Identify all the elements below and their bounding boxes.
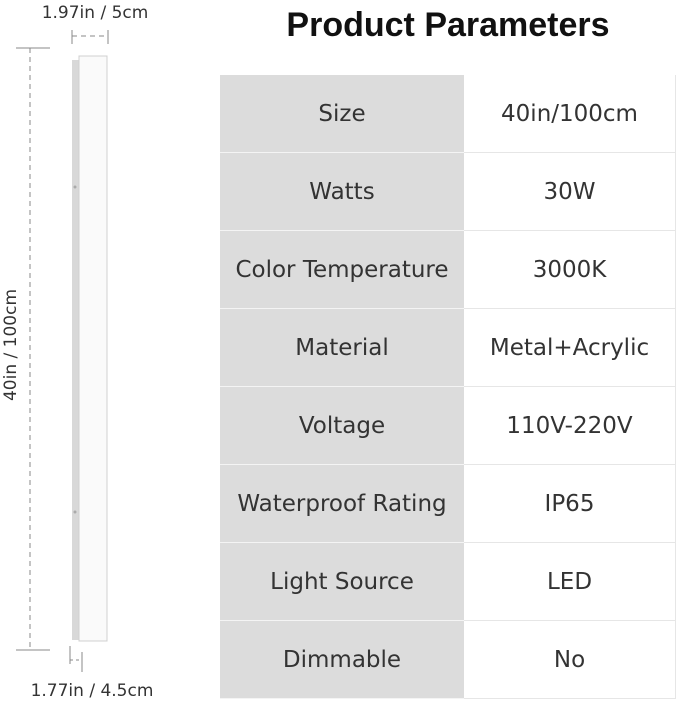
lamp-body: [78, 55, 108, 642]
parameter-name: Voltage: [220, 386, 464, 465]
parameter-value: LED: [464, 542, 676, 621]
parameter-row: Dimmable No: [220, 620, 676, 699]
parameter-value: 3000K: [464, 230, 676, 309]
parameter-row: Material Metal+Acrylic: [220, 308, 676, 387]
width-top-label: 1.97in / 5cm: [42, 3, 149, 23]
parameter-row: Light Source LED: [220, 542, 676, 621]
parameter-name: Size: [220, 75, 464, 153]
parameter-value: No: [464, 620, 676, 699]
lamp-drawing: 1.97in / 5cm 40in / 100cm 1.77in / 4.5cm: [1, 3, 154, 701]
parameter-value: 40in/100cm: [464, 75, 676, 153]
title: Product Parameters: [286, 6, 610, 44]
lamp-side: [72, 60, 80, 640]
width-bottom-label: 1.77in / 4.5cm: [31, 681, 154, 701]
parameter-row: Color Temperature 3000K: [220, 230, 676, 309]
parameter-name: Material: [220, 308, 464, 387]
parameter-name: Waterproof Rating: [220, 464, 464, 543]
parameter-row: Waterproof Rating IP65: [220, 464, 676, 543]
parameter-name: Color Temperature: [220, 230, 464, 309]
parameter-value: IP65: [464, 464, 676, 543]
parameter-table: Size 40in/100cm Watts 30W Color Temperature 3…: [220, 75, 676, 699]
parameter-row: Voltage 110V-220V: [220, 386, 676, 465]
parameter-row: Size 40in/100cm: [220, 75, 676, 153]
parameter-name: Watts: [220, 152, 464, 231]
parameter-row: Watts 30W: [220, 152, 676, 231]
parameter-value: 110V-220V: [464, 386, 676, 465]
dimension-lines: [16, 30, 109, 672]
parameter-value: Metal+Acrylic: [464, 308, 676, 387]
parameter-name: Light Source: [220, 542, 464, 621]
parameter-name: Dimmable: [220, 620, 464, 699]
length-label: 40in / 100cm: [1, 289, 21, 401]
parameter-value: 30W: [464, 152, 676, 231]
